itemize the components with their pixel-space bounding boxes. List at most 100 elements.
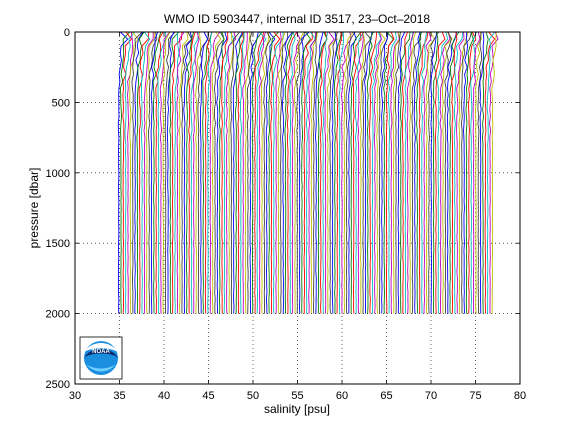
profile-line <box>178 31 189 314</box>
profile-line <box>486 31 496 314</box>
profile-line <box>277 31 286 314</box>
profile-line <box>289 31 296 314</box>
x-axis-ticks: 30 35 40 45 50 55 60 65 70 75 80 <box>69 32 526 402</box>
profile-line <box>162 31 171 314</box>
profile-line <box>152 31 162 314</box>
profile-line <box>397 31 406 314</box>
x-tick-label: 30 <box>69 390 81 402</box>
profile-line <box>235 31 246 314</box>
profile-line <box>465 31 474 314</box>
profile-line <box>331 31 338 314</box>
profile-line <box>213 31 225 314</box>
profile-line <box>249 31 259 314</box>
profile-line <box>436 31 449 314</box>
profile-line <box>122 31 133 314</box>
profile-line <box>430 31 438 314</box>
profile-line <box>354 31 365 314</box>
x-tick-label: 80 <box>514 390 526 402</box>
profile-line <box>359 31 365 314</box>
profile-line <box>345 31 356 314</box>
profile-line <box>166 31 175 314</box>
profile-line <box>239 31 245 314</box>
profile-line <box>206 31 213 314</box>
profile-line <box>474 31 482 314</box>
profile-line <box>174 31 180 314</box>
x-tick-label: 75 <box>469 390 481 402</box>
profile-line <box>293 31 304 314</box>
profile-line <box>413 31 421 314</box>
x-tick-label: 35 <box>113 390 125 402</box>
profile-line <box>383 31 394 314</box>
profile-line <box>404 31 414 314</box>
x-tick-label: 65 <box>380 390 392 402</box>
profile-line <box>310 31 318 314</box>
profile-line <box>141 31 151 314</box>
profile-line <box>472 31 481 314</box>
profile-line <box>319 31 328 314</box>
profile-line <box>251 31 263 314</box>
profile-line <box>350 31 362 314</box>
y-tick-label: 2000 <box>46 309 70 321</box>
profile-line <box>458 31 469 314</box>
logo-bird <box>84 349 118 358</box>
profile-line <box>348 31 357 314</box>
profile-line <box>409 31 417 314</box>
profile-line <box>127 31 134 314</box>
profile-line <box>159 31 171 314</box>
profile-line <box>258 31 266 314</box>
profile-line <box>491 31 497 314</box>
profile-line <box>150 31 159 314</box>
profile-line <box>232 31 243 314</box>
logo-sea <box>86 364 116 372</box>
profile-line <box>425 31 436 314</box>
noaa-logo: NOAA <box>79 336 123 380</box>
profile-line <box>298 31 310 314</box>
profile-line <box>364 31 373 314</box>
profile-line <box>286 31 298 314</box>
profile-line <box>211 31 222 314</box>
profile-line <box>406 31 415 314</box>
profile-line <box>181 31 193 314</box>
profile-line <box>434 31 446 314</box>
profile-line <box>188 31 196 314</box>
profile-line <box>204 31 213 314</box>
profile-line <box>176 31 185 314</box>
profile-line <box>209 31 221 314</box>
profile-line <box>362 31 372 314</box>
y-axis-label: pressure [dbar] <box>27 168 41 249</box>
profile-line <box>237 31 245 314</box>
profile-line <box>418 31 429 314</box>
profile-line <box>470 31 477 314</box>
profile-line <box>169 31 180 314</box>
profile-line <box>202 31 213 314</box>
profile-line <box>275 31 282 314</box>
y-tick-label: 0 <box>64 27 70 39</box>
profile-line <box>129 31 139 314</box>
profile-line <box>390 31 400 314</box>
profile-line <box>242 31 248 314</box>
profile-line <box>449 31 460 314</box>
profile-line <box>479 31 485 314</box>
profile-line <box>352 31 362 314</box>
y-tick-label: 500 <box>52 97 70 109</box>
profile-line <box>263 31 272 314</box>
profile-line <box>301 31 312 314</box>
profile-line <box>225 31 237 314</box>
profile-line <box>326 31 338 314</box>
profile-line <box>481 31 489 314</box>
x-tick-label: 55 <box>291 390 303 402</box>
profile-line <box>432 31 439 314</box>
profile-line <box>195 31 202 314</box>
profile-line <box>244 31 251 314</box>
profile-line <box>254 31 265 314</box>
profile-line <box>157 31 167 314</box>
y-tick-label: 2500 <box>46 379 70 391</box>
profile-line <box>371 31 382 314</box>
profile-line <box>451 31 458 314</box>
x-axis-label: salinity [psu] <box>264 402 330 416</box>
profile-lines <box>117 31 499 314</box>
profile-line <box>228 31 234 314</box>
y-tick-label: 1000 <box>46 168 70 180</box>
profile-line <box>373 31 382 314</box>
x-tick-label: 40 <box>158 390 170 402</box>
